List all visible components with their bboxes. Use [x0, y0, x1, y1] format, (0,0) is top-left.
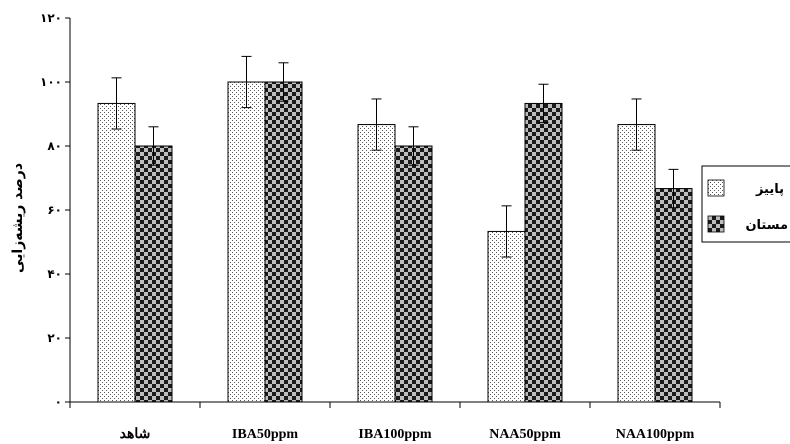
y-tick-label: ۶۰: [47, 203, 62, 217]
bar-series-2: [654, 188, 693, 403]
bar-series-1: [97, 102, 136, 403]
x-tick-label: IBA50ppm: [232, 427, 298, 442]
x-tick-label: NAA50ppm: [489, 427, 561, 442]
y-tick-label: ۰: [55, 395, 62, 409]
y-axis: ۰ ۲۰ ۴۰ ۶۰ ۸۰ ۱۰۰ ۱۲۰: [40, 11, 71, 409]
bars: [97, 81, 693, 403]
y-tick-label: ۱۰۰: [40, 75, 62, 89]
bar-series-2: [134, 145, 173, 403]
bar-series-1: [357, 124, 396, 403]
bar-series-2: [524, 102, 563, 403]
legend-label-series-2: مستان: [745, 218, 788, 233]
y-tick-label: ۸۰: [47, 139, 62, 153]
y-axis-label: درصد ریشه‌زایی: [10, 163, 26, 273]
legend-swatch-series-1: [707, 179, 725, 197]
y-tick-label: ۱۲۰: [40, 11, 62, 25]
x-axis: شاهد IBA50ppm IBA100ppm NAA50ppm NAA100ppm: [69, 401, 721, 442]
bar-series-2: [394, 145, 433, 403]
bar-series-2: [264, 81, 303, 403]
error-bars: [111, 55, 679, 258]
x-tick-label: شاهد: [120, 427, 151, 442]
bar-series-1: [617, 124, 656, 403]
x-tick-label: NAA100ppm: [616, 427, 695, 442]
x-tick-label: IBA100ppm: [358, 427, 431, 442]
bar-series-1: [487, 230, 526, 403]
legend-label-series-1: پاییز: [755, 182, 784, 197]
legend: پاییز مستان: [701, 165, 790, 243]
y-tick-label: ۲۰: [47, 331, 62, 345]
legend-swatch-series-2: [707, 215, 725, 233]
y-tick-label: ۴۰: [47, 267, 62, 281]
bar-series-1: [227, 81, 266, 403]
